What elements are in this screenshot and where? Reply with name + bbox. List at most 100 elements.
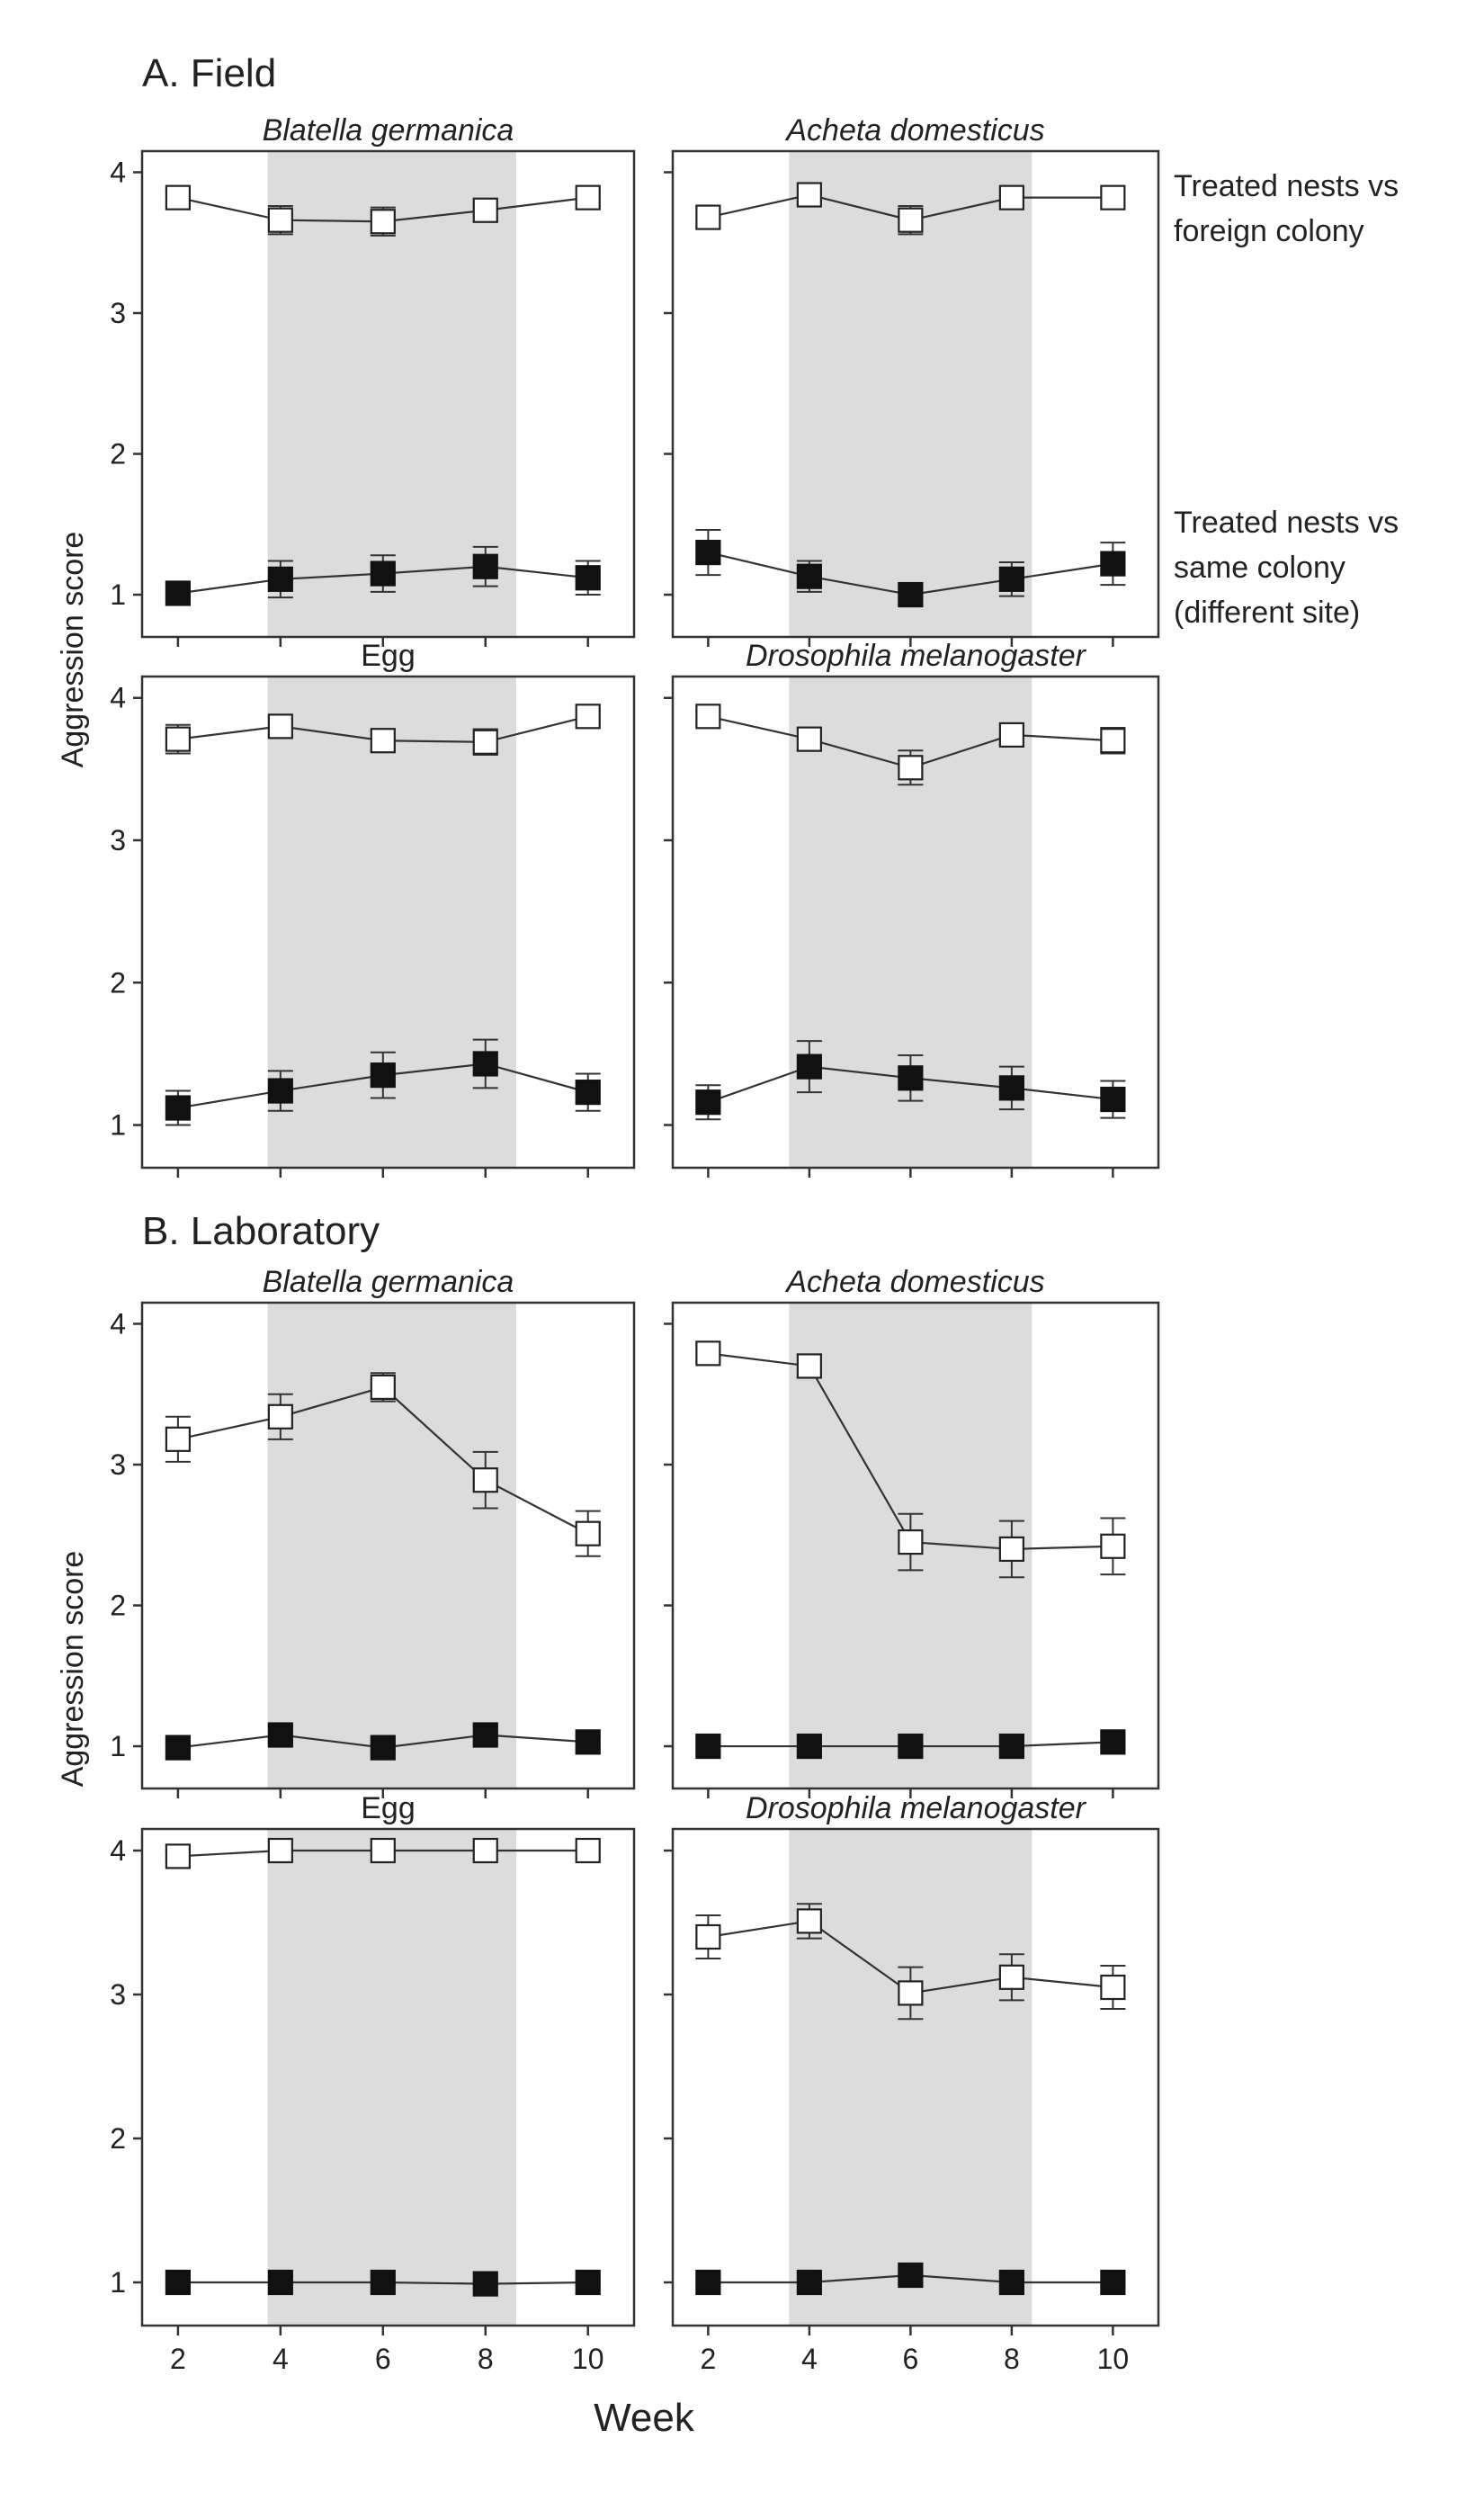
- panel-frame: [671, 675, 1160, 1170]
- data-point-open: [695, 204, 721, 230]
- data-point-filled: [165, 1095, 191, 1121]
- data-point-open: [165, 184, 191, 211]
- data-point-filled: [695, 2269, 721, 2296]
- y-axis-title-laboratory: Aggression score: [56, 1551, 90, 1788]
- panel-frame: [140, 1301, 636, 1790]
- data-point-open: [267, 713, 293, 740]
- data-point-open: [898, 1528, 924, 1555]
- panel-subtitle: Egg: [361, 639, 416, 673]
- chart-panel-7: Drosophila melanogaster 2 4 6 8 10: [664, 1791, 1160, 2375]
- series-filled: [165, 1038, 601, 1126]
- panel-frame: [671, 1827, 1160, 2327]
- data-point-filled: [898, 1733, 924, 1760]
- data-point-filled: [998, 2269, 1024, 2296]
- y-tick-label: 4: [110, 682, 126, 714]
- data-point-open: [998, 1536, 1024, 1563]
- series-open: [695, 1340, 1126, 1579]
- y-tick-label: 3: [110, 1448, 126, 1481]
- x-tick-label: 4: [801, 2343, 818, 2375]
- data-point-open: [575, 184, 601, 211]
- data-point-open: [1100, 728, 1126, 754]
- data-point-filled: [165, 1735, 191, 1761]
- data-point-open: [267, 1837, 293, 1864]
- chart-panel-6: Egg 1 2 3 4 2 4 6 8 10: [110, 1791, 636, 2375]
- y-tick-label: 4: [110, 156, 126, 188]
- data-point-filled: [575, 565, 601, 591]
- data-point-open: [575, 1837, 601, 1864]
- data-point-filled: [695, 539, 721, 566]
- chart-panels: Blatella germanica 1 2 3 4 Acheta domesticus E…: [110, 113, 1160, 2375]
- data-point-open: [998, 722, 1024, 748]
- series-filled: [695, 1729, 1126, 1760]
- y-tick-label: 2: [110, 438, 126, 471]
- treatment-shading: [267, 1829, 516, 2326]
- data-point-filled: [267, 1078, 293, 1104]
- panel-frame: [140, 1827, 636, 2327]
- series-open: [165, 184, 601, 237]
- data-point-filled: [998, 566, 1024, 592]
- x-tick-label: 2: [700, 2343, 716, 2375]
- section-title-laboratory: B. Laboratory: [142, 1209, 380, 1253]
- data-point-filled: [1100, 1086, 1126, 1113]
- y-tick-label: 2: [110, 1590, 126, 1622]
- data-point-open: [165, 1843, 191, 1869]
- data-point-filled: [796, 1733, 822, 1760]
- series-filled: [695, 2262, 1126, 2296]
- panel-subtitle: Drosophila melanogaster: [746, 639, 1087, 673]
- data-point-open: [472, 197, 498, 223]
- x-tick-label: 10: [1097, 2343, 1130, 2375]
- data-point-open: [370, 1837, 396, 1864]
- treatment-shading: [789, 1829, 1033, 2326]
- y-tick-label: 1: [110, 578, 126, 611]
- data-point-open: [796, 1353, 822, 1379]
- panel-subtitle: Acheta domesticus: [784, 1265, 1044, 1299]
- panel-subtitle: Blatella germanica: [263, 113, 514, 148]
- data-point-filled: [575, 1080, 601, 1106]
- data-point-filled: [472, 553, 498, 579]
- panel-subtitle: Drosophila melanogaster: [746, 1791, 1087, 1825]
- annotation-open-line-2: foreign colony: [1174, 214, 1364, 248]
- y-tick-label: 1: [110, 2266, 126, 2299]
- x-tick-label: 8: [1004, 2343, 1020, 2375]
- data-point-filled: [1100, 1729, 1126, 1755]
- y-tick-label: 4: [110, 1834, 126, 1867]
- series-open: [165, 704, 601, 757]
- data-point-open: [472, 1467, 498, 1493]
- data-point-open: [472, 1837, 498, 1864]
- x-tick-label: 8: [478, 2343, 494, 2375]
- series-open: [695, 182, 1126, 236]
- series-filled: [165, 2269, 601, 2297]
- y-tick-label: 3: [110, 297, 126, 329]
- data-point-filled: [898, 1065, 924, 1091]
- y-tick-label: 3: [110, 824, 126, 856]
- data-point-open: [370, 728, 396, 754]
- series-filled: [695, 529, 1126, 608]
- data-point-filled: [165, 2269, 191, 2296]
- data-point-filled: [267, 566, 293, 592]
- data-point-filled: [796, 2269, 822, 2296]
- chart-panel-4: Blatella germanica 1 2 3 4: [110, 1265, 636, 1798]
- data-point-open: [370, 209, 396, 235]
- x-tick-label: 6: [902, 2343, 918, 2375]
- annotation-filled-line-2: same colony: [1174, 551, 1345, 585]
- data-point-open: [796, 726, 822, 752]
- data-point-filled: [575, 1729, 601, 1755]
- data-point-filled: [472, 1051, 498, 1077]
- data-point-filled: [575, 2269, 601, 2296]
- data-point-filled: [370, 1735, 396, 1761]
- data-point-open: [898, 207, 924, 233]
- data-point-open: [898, 755, 924, 781]
- data-point-open: [695, 704, 721, 730]
- y-axis-title-field: Aggression score: [56, 532, 90, 768]
- series-open: [165, 1372, 601, 1557]
- data-point-filled: [998, 1733, 1024, 1760]
- data-point-filled: [472, 1722, 498, 1748]
- series-filled: [695, 1040, 1126, 1121]
- y-tick-label: 3: [110, 1978, 126, 2011]
- data-point-filled: [1100, 551, 1126, 577]
- data-point-filled: [898, 581, 924, 608]
- y-tick-label: 2: [110, 2122, 126, 2155]
- data-point-filled: [165, 580, 191, 606]
- data-point-filled: [796, 1053, 822, 1080]
